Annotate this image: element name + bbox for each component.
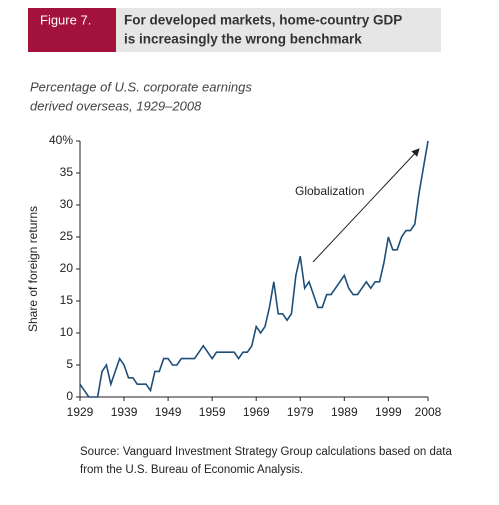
y-tick-label: 35 bbox=[60, 165, 74, 179]
y-tick-label: 40% bbox=[49, 133, 73, 147]
x-tick-label: 1999 bbox=[375, 405, 402, 419]
subtitle: Percentage of U.S. corporate earnings bbox=[30, 79, 252, 94]
source: from the U.S. Bureau of Economic Analysi… bbox=[80, 464, 303, 476]
chart-title: is increasingly the wrong benchmark bbox=[124, 32, 362, 47]
y-tick-label: 20 bbox=[60, 261, 74, 275]
x-tick-label: 2008 bbox=[415, 405, 442, 419]
y-tick-label: 15 bbox=[60, 293, 74, 307]
x-tick-label: 1989 bbox=[331, 405, 358, 419]
figure-label-box bbox=[28, 8, 116, 52]
x-tick-label: 1979 bbox=[287, 405, 314, 419]
y-tick-label: 30 bbox=[60, 197, 74, 211]
figure-label: Figure 7. bbox=[40, 12, 91, 27]
y-axis-label: Share of foreign returns bbox=[26, 206, 40, 332]
x-tick-label: 1949 bbox=[155, 405, 182, 419]
annotation-arrow bbox=[312, 148, 420, 263]
y-tick-label: 10 bbox=[60, 325, 74, 339]
data-line bbox=[79, 140, 429, 398]
x-tick-label: 1939 bbox=[111, 405, 138, 419]
source: Source: Vanguard Investment Strategy Gro… bbox=[80, 446, 452, 458]
y-tick-label: 5 bbox=[66, 357, 73, 371]
annotation: Globalization bbox=[295, 184, 364, 198]
chart-title: For developed markets, home-country GDP bbox=[124, 13, 402, 28]
x-tick-label: 1969 bbox=[243, 405, 270, 419]
x-tick-label: 1929 bbox=[67, 405, 94, 419]
title-box bbox=[116, 8, 441, 52]
subtitle: derived overseas, 1929–2008 bbox=[30, 98, 202, 113]
y-tick-label: 0 bbox=[66, 389, 73, 403]
x-tick-label: 1959 bbox=[199, 405, 226, 419]
y-tick-label: 25 bbox=[60, 229, 74, 243]
